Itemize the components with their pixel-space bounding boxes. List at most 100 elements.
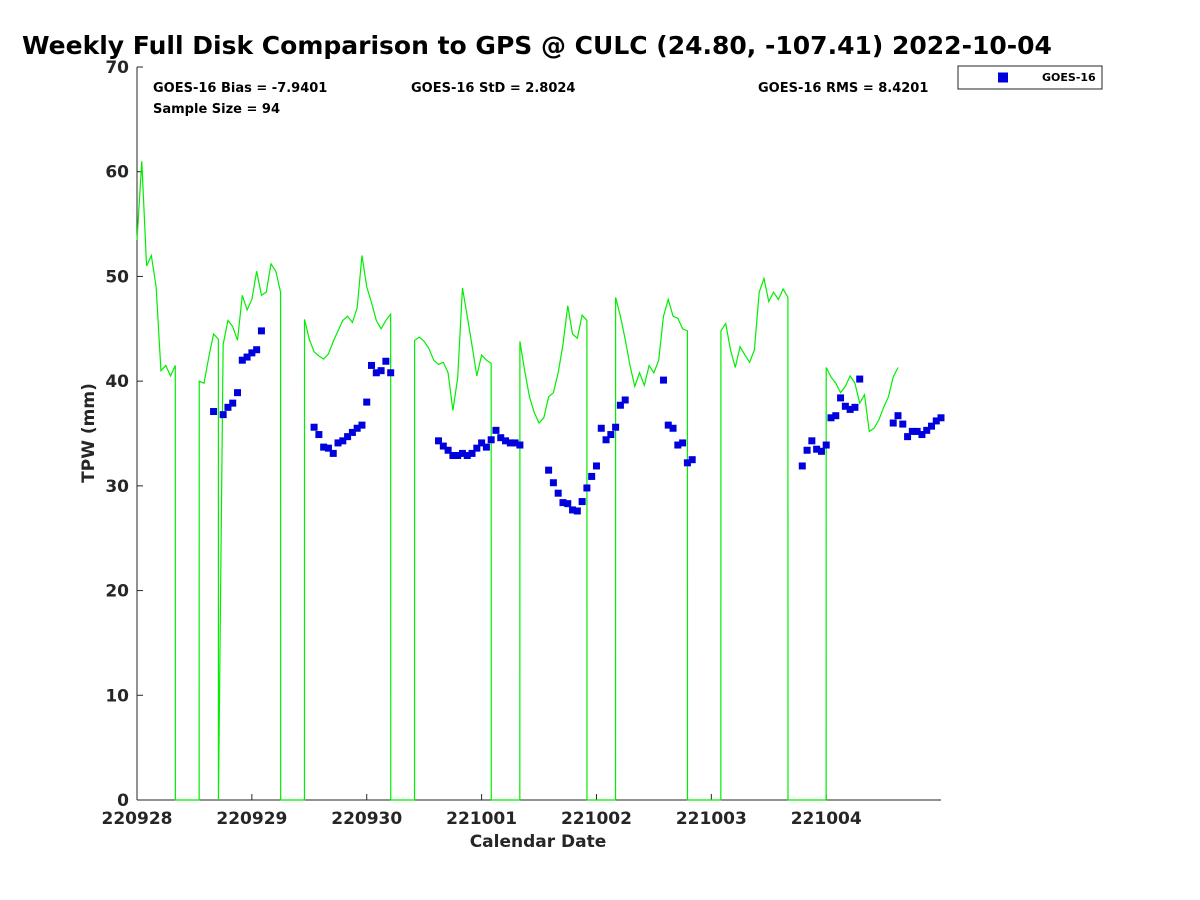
goes16-point: [851, 403, 859, 411]
goes16-point: [439, 442, 447, 450]
goes16-point: [243, 353, 251, 361]
goes16-point: [621, 396, 629, 404]
goes16-point: [928, 422, 936, 430]
x-axis-label: Calendar Date: [470, 832, 607, 852]
x-axis-ticks: 220928 220929 220930 221001 221002 221003 2210…: [102, 794, 862, 829]
goes16-point: [253, 346, 261, 354]
goes16-point: [353, 424, 361, 432]
goes16-point: [549, 479, 557, 487]
goes16-point: [837, 394, 845, 402]
goes16-point: [315, 431, 323, 439]
goes16-point: [511, 439, 519, 447]
goes16-point: [664, 421, 672, 429]
goes16-point: [492, 426, 500, 434]
goes16-point: [616, 401, 624, 409]
x-tick-label: 220930: [331, 809, 402, 829]
goes16-point: [607, 431, 615, 439]
goes16-point: [918, 431, 926, 439]
y-tick-label: 70: [105, 58, 129, 78]
goes16-point: [674, 441, 682, 449]
goes16-point: [382, 357, 390, 365]
x-tick-label: 221004: [791, 809, 862, 829]
goes16-point: [454, 451, 462, 459]
goes16-point: [889, 419, 897, 427]
x-tick-label: 220929: [216, 809, 287, 829]
goes16-point: [669, 424, 677, 432]
goes16-point: [348, 428, 356, 436]
goes16-point: [597, 424, 605, 432]
goes16-point: [798, 462, 806, 470]
goes16-point: [257, 327, 265, 335]
goes16-point: [573, 507, 581, 515]
goes16-point: [502, 437, 510, 445]
series-layer: [136, 161, 945, 801]
y-axis-label: TPW (mm): [79, 383, 99, 483]
goes16-point: [908, 427, 916, 435]
goes16-point: [894, 412, 902, 420]
goes16-point: [449, 451, 457, 459]
legend: GOES-16: [957, 65, 1103, 90]
goes16-point: [363, 398, 371, 406]
goes16-point: [238, 356, 246, 364]
goes16-point: [612, 423, 620, 431]
x-tick-label: 220928: [102, 809, 173, 829]
goes16-point: [913, 427, 921, 435]
goes16-point: [329, 449, 337, 457]
goes16-point: [588, 472, 596, 480]
goes16-point: [578, 498, 586, 506]
goes16-point: [856, 375, 864, 383]
goes16-point: [808, 437, 816, 445]
goes16-point: [458, 449, 466, 457]
goes16-point: [368, 361, 376, 369]
goes16-point: [478, 439, 486, 447]
goes16-point: [559, 499, 567, 507]
goes16-point: [832, 412, 840, 420]
goes16-point: [344, 433, 352, 441]
goes16-point: [224, 403, 232, 411]
goes16-point: [229, 399, 237, 407]
goes16-point: [679, 439, 687, 447]
y-tick-label: 50: [105, 267, 129, 287]
goes16-point: [248, 349, 256, 357]
y-tick-label: 40: [105, 372, 129, 392]
sample-size-stat: Sample Size = 94: [153, 102, 280, 117]
goes16-point: [334, 439, 342, 447]
goes16-point: [602, 436, 610, 444]
y-axis-ticks: 0 10 20 30 40 50 60 70: [105, 58, 143, 811]
goes16-point: [683, 459, 691, 467]
goes16-point: [324, 444, 332, 452]
goes16-point: [899, 420, 907, 428]
goes16-point: [210, 408, 218, 416]
goes16-point: [339, 437, 347, 445]
goes16-point: [659, 376, 667, 384]
goes16-point: [822, 441, 830, 449]
goes16-point: [487, 436, 495, 444]
gps-tpw-line: [136, 161, 899, 801]
goes16-point: [358, 421, 366, 429]
goes16-point: [377, 367, 385, 375]
goes16-point: [545, 466, 553, 474]
x-tick-label: 221001: [446, 809, 517, 829]
goes16-point: [387, 369, 395, 377]
goes16-point: [932, 417, 940, 425]
goes16-point: [473, 444, 481, 452]
goes16-point: [320, 443, 328, 451]
goes16-point: [803, 446, 811, 454]
goes16-point: [592, 462, 600, 470]
bias-stat: GOES-16 Bias = -7.9401: [153, 81, 327, 96]
y-tick-label: 0: [117, 791, 129, 811]
goes16-point: [219, 411, 227, 419]
stats-annotations: GOES-16 Bias = -7.9401 GOES-16 StD = 2.8…: [153, 81, 928, 117]
goes16-point: [846, 405, 854, 413]
goes16-point: [516, 441, 524, 449]
goes16-point: [841, 402, 849, 410]
y-tick-label: 20: [105, 582, 129, 602]
goes16-point: [937, 414, 945, 422]
goes16-point: [813, 445, 821, 453]
goes16-point: [554, 489, 562, 497]
x-tick-label: 221003: [676, 809, 747, 829]
std-stat: GOES-16 StD = 2.8024: [411, 81, 575, 96]
goes16-point: [234, 389, 242, 397]
goes16-point: [463, 451, 471, 459]
goes16-point: [435, 437, 443, 445]
